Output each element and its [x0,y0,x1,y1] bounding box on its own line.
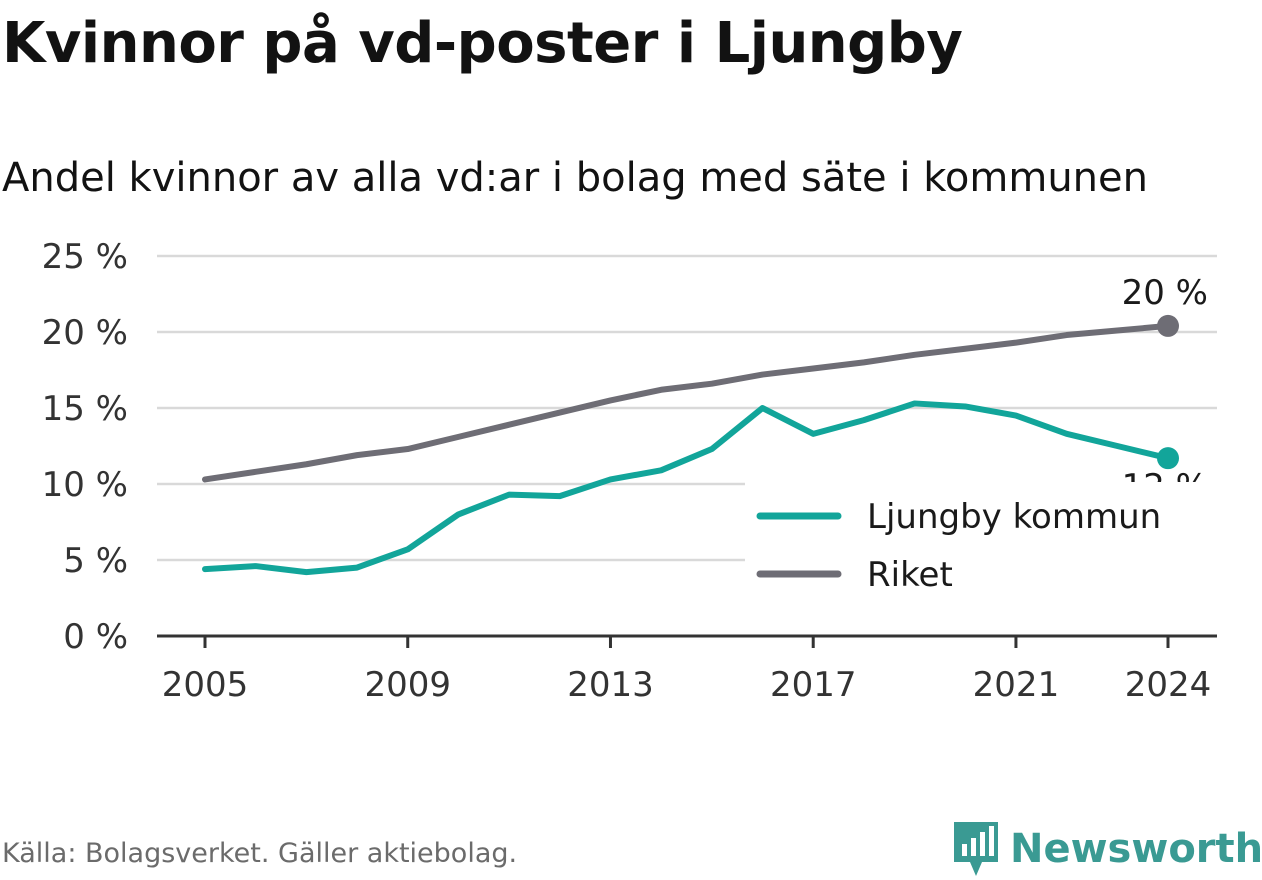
legend-label: Ljungby kommun [867,497,1161,537]
series-lines [202,314,1179,576]
y-tick-label: 10 % [42,465,128,505]
y-tick-label: 15 % [42,389,128,429]
chart-subtitle: Andel kvinnor av alla vd:ar i bolag med … [2,155,1148,201]
x-tick-label: 2017 [770,665,857,705]
series-line-ljungby [202,400,1171,576]
legend: Ljungby kommun Riket [745,482,1217,600]
legend-label: Riket [867,555,953,595]
axes: 0 % 5 % 10 % 15 % 20 % 25 % 2005 2009 2013 2017 20… [42,237,1217,705]
y-tick-label: 20 % [42,313,128,353]
chart-title: Kvinnor på vd-poster i Ljungby [2,11,963,76]
brand-logo[interactable]: Newsworthy [950,818,1262,880]
series-line-riket [202,322,1171,483]
y-tick-label: 0 % [63,617,128,657]
x-tick-label: 2009 [364,665,451,705]
x-tick-label: 2013 [567,665,654,705]
legend-background [745,482,1217,600]
end-dot-riket [1157,314,1179,337]
y-tick-label: 5 % [63,541,128,581]
newsworthy-logo-icon [954,822,998,876]
end-labels: 20 %12 % [1122,273,1208,507]
end-dot-ljungby [1157,447,1179,470]
x-tick-label: 2021 [973,665,1060,705]
brand-name: Newsworthy [1010,826,1262,872]
y-tick-label: 25 % [42,237,128,277]
end-label-riket: 20 % [1122,273,1208,313]
source-note: Källa: Bolagsverket. Gäller aktiebolag. [2,838,518,869]
x-tick-label: 2005 [162,665,249,705]
x-tick-label: 2024 [1125,665,1212,705]
